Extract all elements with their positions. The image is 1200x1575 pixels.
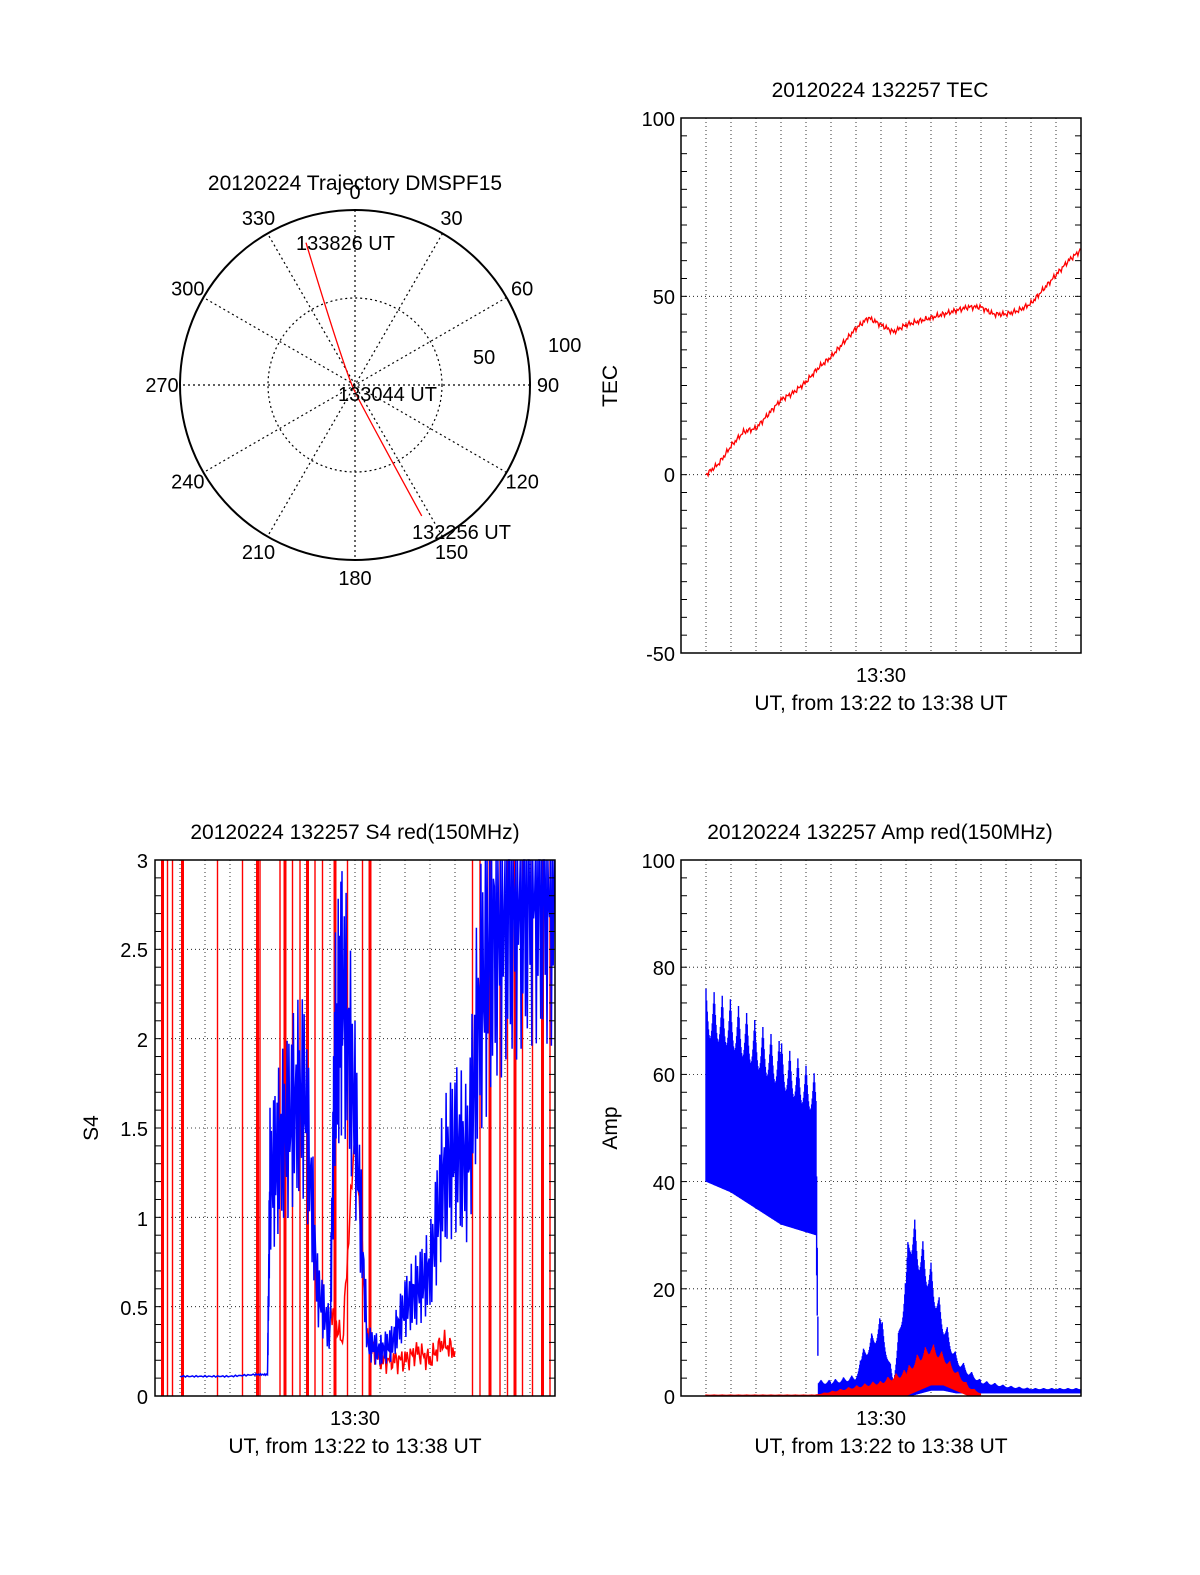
amp-ytick-0: 0 <box>664 1387 675 1409</box>
amp-minor-ticks <box>681 859 1081 1397</box>
s4-panel: 20120224 132257 S4 red(150MHz) 3 2.5 2 1… <box>80 821 556 1458</box>
s4-ytick-1.5: 1.5 <box>120 1119 148 1141</box>
trajectory-end-label: 133826 UT <box>296 233 395 255</box>
tec-ytick-minus50: -50 <box>646 644 675 666</box>
trajectory-mid-label: 133044 UT <box>338 384 437 406</box>
trajectory-spokes <box>180 210 530 560</box>
trajectory-azimuth-labels: 0 30 60 90 120 150 180 210 240 270 300 330 <box>145 182 559 590</box>
azimuth-label-30: 30 <box>440 208 462 230</box>
azimuth-label-150: 150 <box>435 542 468 564</box>
s4-ytick-3: 3 <box>137 851 148 873</box>
amp-ytick-20: 20 <box>653 1280 675 1302</box>
azimuth-label-270: 270 <box>145 375 178 397</box>
tec-series-line <box>705 247 1082 478</box>
s4-ytick-2: 2 <box>137 1030 148 1052</box>
azimuth-label-120: 120 <box>505 472 538 494</box>
tec-title: 20120224 132257 TEC <box>772 79 989 102</box>
trajectory-start-label: 132256 UT <box>412 522 511 544</box>
azimuth-label-240: 240 <box>171 472 204 494</box>
trajectory-title: 20120224 Trajectory DMSPF15 <box>208 172 502 195</box>
s4-ytick-0.5: 0.5 <box>120 1298 148 1320</box>
s4-xtick-1330: 13:30 <box>330 1408 380 1430</box>
s4-xlabel: UT, from 13:22 to 13:38 UT <box>228 1435 481 1458</box>
tec-xtick-1330: 13:30 <box>856 665 906 687</box>
s4-ytick-1: 1 <box>137 1209 148 1231</box>
ring-label-100: 100 <box>548 335 581 357</box>
tec-ytick-0: 0 <box>664 465 675 487</box>
amp-blue-series <box>705 988 1082 1396</box>
azimuth-label-60: 60 <box>511 279 533 301</box>
spoke-150 <box>266 233 444 537</box>
s4-title: 20120224 132257 S4 red(150MHz) <box>190 821 519 844</box>
azimuth-label-90: 90 <box>537 375 559 397</box>
s4-ytick-2.5: 2.5 <box>120 940 148 962</box>
amp-ylabel: Amp <box>599 1106 622 1149</box>
tec-xlabel: UT, from 13:22 to 13:38 UT <box>754 692 1007 715</box>
s4-ylabel: S4 <box>80 1115 103 1141</box>
azimuth-label-330: 330 <box>242 208 275 230</box>
amp-ytick-40: 40 <box>653 1173 675 1195</box>
amp-ytick-80: 80 <box>653 958 675 980</box>
s4-minor-ticks <box>155 859 555 1397</box>
amp-red-series <box>705 1344 982 1396</box>
tec-ylabel: TEC <box>599 365 622 407</box>
trajectory-line <box>305 242 423 517</box>
s4-ytick-0: 0 <box>137 1387 148 1409</box>
amp-panel: 20120224 132257 Amp red(150MHz) 100 80 6… <box>599 821 1082 1458</box>
azimuth-label-0: 0 <box>349 182 360 204</box>
s4-blue-series <box>179 859 555 1379</box>
tec-grid <box>681 118 1081 653</box>
azimuth-label-180: 180 <box>338 568 371 590</box>
trajectory-panel: 20120224 Trajectory DMSPF15 0 30 60 90 120 15… <box>145 172 581 590</box>
tec-minor-ticks <box>681 117 1081 654</box>
amp-title: 20120224 132257 Amp red(150MHz) <box>707 821 1053 844</box>
tec-panel: 20120224 132257 TEC 100 50 0 -50 13:30 U… <box>599 79 1082 715</box>
azimuth-label-300: 300 <box>171 279 204 301</box>
s4-red-series <box>329 1133 456 1375</box>
azimuth-label-210: 210 <box>242 542 275 564</box>
tec-ytick-100: 100 <box>642 109 675 131</box>
amp-ytick-100: 100 <box>642 851 675 873</box>
amp-xlabel: UT, from 13:22 to 13:38 UT <box>754 1435 1007 1458</box>
ring-label-50: 50 <box>473 347 495 369</box>
amp-xtick-1330: 13:30 <box>856 1408 906 1430</box>
amp-ytick-60: 60 <box>653 1065 675 1087</box>
tec-ytick-50: 50 <box>653 287 675 309</box>
